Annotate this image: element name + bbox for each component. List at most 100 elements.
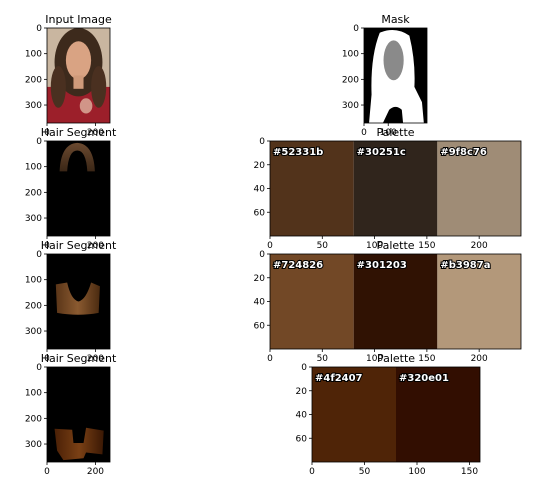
image-hand <box>79 98 93 114</box>
x-tick-label: 150 <box>418 354 435 364</box>
y-tick-label: 20 <box>296 387 308 397</box>
panel-1: 0 100 0 100 200 300 Mask <box>342 13 428 138</box>
y-tick-label: 0 <box>36 363 42 373</box>
panel-title: Hair Segment <box>41 352 117 365</box>
y-tick-label: 100 <box>25 50 42 60</box>
y-tick-label: 200 <box>25 75 42 85</box>
y-tick-label: 40 <box>296 411 308 421</box>
y-tick-label: 100 <box>342 50 359 60</box>
x-tick-label: 0 <box>44 467 50 477</box>
y-tick-label: 0 <box>36 250 42 260</box>
x-tick-label: 150 <box>418 241 435 251</box>
y-tick-label: 60 <box>296 434 308 444</box>
x-tick-label: 0 <box>309 467 315 477</box>
y-tick-label: 40 <box>254 298 266 308</box>
palette-swatch <box>270 141 354 236</box>
y-tick-label: 0 <box>36 137 42 147</box>
palette-swatch-label: #724826 <box>273 260 323 271</box>
palette-swatch-label: #9f8c76 <box>440 147 487 158</box>
x-tick-label: 200 <box>471 241 488 251</box>
y-tick-label: 300 <box>25 214 42 224</box>
segment-background <box>47 141 110 236</box>
hair-segment-shape <box>54 427 104 461</box>
palette-swatch <box>353 254 438 349</box>
x-tick-label: 50 <box>317 354 329 364</box>
x-tick-label: 200 <box>87 128 104 138</box>
image-neck <box>73 75 84 89</box>
panel-title: Palette <box>376 239 414 252</box>
x-tick-label: 200 <box>87 241 104 251</box>
y-tick-label: 100 <box>25 389 42 399</box>
y-tick-label: 20 <box>254 274 266 284</box>
y-tick-label: 200 <box>25 188 42 198</box>
panel-7: #4f2407 #320e01 0 50 100 150 0 20 40 60 Palette <box>296 352 481 477</box>
x-tick-label: 100 <box>366 354 383 364</box>
x-tick-label: 0 <box>44 241 50 251</box>
palette-swatch <box>437 141 521 236</box>
image-hair-left <box>50 66 66 108</box>
axes-frame <box>46 366 111 463</box>
y-tick-label: 100 <box>25 276 42 286</box>
mask-face-region <box>383 40 404 81</box>
x-tick-label: 200 <box>87 354 104 364</box>
x-tick-label: 0 <box>267 241 273 251</box>
palette-swatch <box>353 141 438 236</box>
axes-frame <box>46 27 111 124</box>
panel-4: 0 200 0 100 200 300 Hair Segment <box>25 239 117 364</box>
y-tick-label: 20 <box>254 161 266 171</box>
panel-title: Hair Segment <box>41 126 117 139</box>
x-tick-label: 0 <box>361 128 367 138</box>
palette-swatch <box>396 367 480 462</box>
x-tick-label: 50 <box>359 467 371 477</box>
palette-swatch-label: #b3987a <box>440 260 490 271</box>
y-tick-label: 200 <box>342 75 359 85</box>
palette-swatch <box>437 254 521 349</box>
x-tick-label: 100 <box>366 241 383 251</box>
x-tick-label: 100 <box>380 128 397 138</box>
y-tick-label: 300 <box>25 101 42 111</box>
axes-frame <box>363 27 428 124</box>
panel-3: #52331b #30251c #9f8c76 0 50 100 150 200 0 20 40 60… <box>254 126 522 251</box>
x-tick-label: 50 <box>317 241 329 251</box>
panel-title: Hair Segment <box>41 239 117 252</box>
palette-swatch-label: #52331b <box>273 147 323 158</box>
y-tick-label: 0 <box>301 363 307 373</box>
hair-segment-shape <box>55 282 100 315</box>
palette-swatch-label: #301203 <box>357 260 407 271</box>
x-tick-label: 100 <box>408 467 425 477</box>
x-tick-label: 200 <box>87 467 104 477</box>
y-tick-label: 60 <box>254 208 266 218</box>
y-tick-label: 0 <box>259 250 265 260</box>
y-tick-label: 300 <box>342 101 359 111</box>
panel-0: 0 200 0 100 200 300 Input Image <box>25 13 112 138</box>
y-tick-label: 300 <box>25 327 42 337</box>
panel-title: Palette <box>377 352 415 365</box>
y-tick-label: 200 <box>25 301 42 311</box>
palette-swatch-label: #320e01 <box>399 373 449 384</box>
x-tick-label: 150 <box>461 467 478 477</box>
x-tick-label: 0 <box>44 128 50 138</box>
y-tick-label: 40 <box>254 185 266 195</box>
x-tick-label: 0 <box>267 354 273 364</box>
hair-segment-shape <box>59 142 95 172</box>
palette-swatch <box>312 367 396 462</box>
image-hair-right <box>91 66 107 108</box>
y-tick-label: 200 <box>25 414 42 424</box>
palette-swatch-label: #4f2407 <box>315 373 363 384</box>
image-face <box>65 41 92 80</box>
panel-title: Palette <box>376 126 414 139</box>
panel-6: 0 200 0 100 200 300 Hair Segment <box>25 352 117 477</box>
x-tick-label: 0 <box>44 354 50 364</box>
axes-frame <box>46 140 111 237</box>
palette-swatch-label: #30251c <box>357 147 406 158</box>
panel-5: #724826 #301203 #b3987a 0 50 100 150 200 0 20 40 60… <box>254 239 522 364</box>
panel-title: Mask <box>381 13 410 26</box>
y-tick-label: 60 <box>254 321 266 331</box>
y-tick-label: 300 <box>25 440 42 450</box>
y-tick-label: 0 <box>353 24 359 34</box>
panel-title: Input Image <box>45 13 112 26</box>
y-tick-label: 0 <box>36 24 42 34</box>
y-tick-label: 100 <box>25 163 42 173</box>
